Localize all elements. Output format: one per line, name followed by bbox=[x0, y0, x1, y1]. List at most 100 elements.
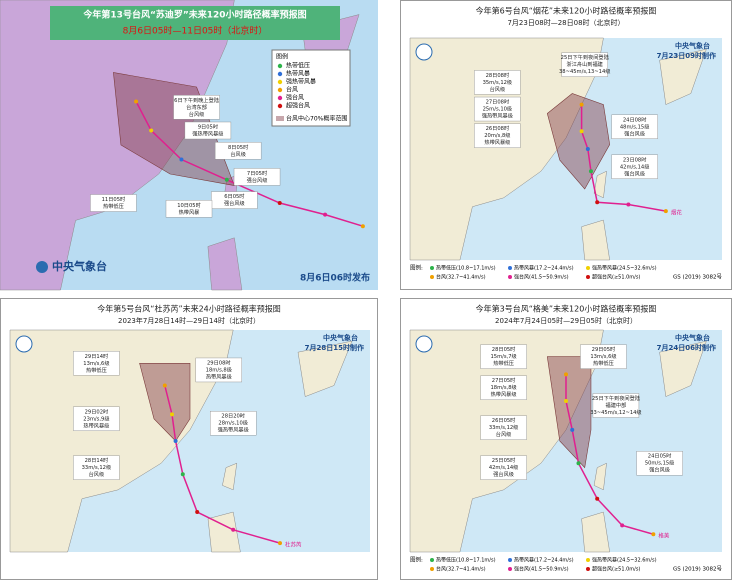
annotation-text: 浙江舟山到福建 bbox=[567, 60, 603, 68]
track-point bbox=[180, 472, 185, 477]
footer-dot bbox=[508, 567, 512, 571]
annotation-text: 28日08时 bbox=[486, 71, 510, 79]
annotation-text: 强热带风暴级 bbox=[482, 112, 513, 120]
annotation-text: 7日05时 bbox=[247, 169, 267, 177]
island bbox=[222, 462, 238, 491]
annotation-text: 热带低压 bbox=[86, 366, 107, 374]
footer-code: GS (2019) 3082号 bbox=[673, 274, 723, 281]
track-point bbox=[162, 383, 167, 388]
annotation-text: 11日05时 bbox=[102, 195, 126, 203]
annotation-text: 24日05时 bbox=[648, 452, 672, 460]
annotation-text: 热带风暴 bbox=[179, 208, 200, 216]
track-point bbox=[588, 169, 593, 174]
land bbox=[9, 329, 234, 553]
annotation-text: 强台风级 bbox=[624, 169, 645, 177]
footer-item: 超强台风(≥51.0m/s) bbox=[592, 274, 640, 281]
annotation-text: 28m/s,10级 bbox=[218, 419, 248, 427]
annotation-text: 24日08时 bbox=[623, 115, 647, 123]
track-point bbox=[579, 129, 584, 134]
track-point bbox=[278, 541, 282, 546]
annotation-text: 热带风暴级 bbox=[206, 372, 232, 380]
legend-dot bbox=[277, 71, 283, 77]
annotation-text: 29日08时 bbox=[207, 358, 231, 366]
track-point bbox=[323, 212, 328, 217]
legend-item: 强台风 bbox=[286, 94, 304, 102]
annotation-box bbox=[214, 142, 262, 160]
annotation-box bbox=[73, 455, 120, 480]
annotation-box bbox=[580, 344, 627, 369]
annotation-text: 23m/s,9级 bbox=[83, 414, 109, 422]
annotation-box bbox=[233, 168, 281, 186]
annotation-box bbox=[592, 393, 640, 418]
agency-name: 中央气象台 bbox=[675, 41, 710, 50]
annotation-text: 26日05时 bbox=[492, 416, 516, 424]
annotation-text: 台风级 bbox=[89, 470, 105, 478]
annotation-box bbox=[636, 451, 683, 476]
footer-item: 热带低压(10.8~17.1m/s) bbox=[436, 557, 496, 564]
annotation-box bbox=[173, 95, 220, 120]
legend-item: 热带风暴 bbox=[286, 70, 310, 78]
footer-item: 强热带风暴(24.5~32.6m/s) bbox=[592, 265, 657, 272]
annotation-box bbox=[90, 194, 137, 212]
annotation-text: 25日下午到夜间登陆 bbox=[561, 53, 609, 61]
annotation-text: 38~45m/s,13~14级 bbox=[559, 67, 610, 75]
footer-dot bbox=[586, 266, 590, 270]
annotation-text: 29日05时 bbox=[592, 345, 616, 353]
annotation-text: 20m/s,8级 bbox=[484, 131, 510, 139]
island bbox=[207, 237, 243, 291]
map-panel: 今年第3号台风“格美”未来120小时路径概率预报图 2024年7月24日05时—2… bbox=[400, 298, 732, 580]
legend-dot bbox=[277, 103, 283, 109]
track-point bbox=[663, 209, 668, 214]
annotation-box bbox=[561, 52, 608, 77]
track-point bbox=[595, 200, 600, 205]
annotation-box bbox=[73, 406, 120, 431]
legend-item: 热带低压 bbox=[286, 62, 310, 70]
annotation-text: 8日05时 bbox=[228, 143, 248, 151]
panel-title: 今年第6号台风“烟花”未来120小时路径概率预报图 bbox=[476, 6, 657, 16]
track-point bbox=[360, 224, 365, 229]
legend-item: 超强台风 bbox=[286, 102, 310, 110]
footer-item: 热带风暴(17.2~24.4m/s) bbox=[514, 557, 574, 564]
footer-dot bbox=[586, 275, 590, 279]
island bbox=[659, 340, 707, 397]
annotation-text: 28日20时 bbox=[221, 412, 245, 420]
annotation-text: 33m/s,12级 bbox=[82, 463, 112, 471]
footer-item: 热带风暴(17.2~24.4m/s) bbox=[514, 265, 574, 272]
annotation-text: 18m/s,8级 bbox=[206, 365, 232, 373]
agency-logo bbox=[415, 335, 433, 353]
legend-box bbox=[271, 49, 351, 127]
annotation-text: 29日02时 bbox=[85, 407, 109, 415]
annotation-text: 强台风级 bbox=[624, 129, 645, 137]
title-band bbox=[50, 6, 340, 40]
map-panel: 今年第6号台风“烟花”未来120小时路径概率预报图 7月23日08时—28日08时… bbox=[400, 0, 732, 290]
annotation-text: 28日05时 bbox=[492, 345, 516, 353]
footer-dot bbox=[430, 567, 434, 571]
track-point bbox=[564, 399, 568, 404]
annotation-text: 25m/s,10级 bbox=[483, 105, 513, 113]
annotation-text: 25日下午到夜间登陆 bbox=[592, 394, 640, 402]
issue-stamp: 7月24日06时制作 bbox=[657, 343, 716, 352]
track-point bbox=[620, 523, 625, 528]
panel-subtitle: 2024年7月24日05时—29日05时（北京时） bbox=[495, 316, 637, 325]
annotation-text: 热带风暴级 bbox=[484, 138, 510, 146]
footer-item: 热带低压(10.8~17.1m/s) bbox=[436, 265, 496, 272]
track-point bbox=[224, 177, 229, 182]
annotation-text: 42m/s,14级 bbox=[489, 463, 519, 471]
annotation-text: 23日08时 bbox=[623, 155, 647, 163]
annotation-text: 强热带风暴级 bbox=[218, 426, 249, 434]
panel-title: 今年第13号台风“苏迪罗”未来120小时路径概率预报图 bbox=[82, 9, 306, 21]
annotation-box bbox=[474, 96, 521, 122]
annotation-text: 强台风级 bbox=[247, 176, 268, 184]
island bbox=[581, 511, 610, 553]
annotation-text: 48m/s,15级 bbox=[620, 122, 650, 130]
legend-swatch bbox=[276, 116, 284, 121]
annotation-box bbox=[73, 351, 120, 376]
footer-dot bbox=[586, 567, 590, 571]
legend-note: 台风中心70%概率范围 bbox=[286, 115, 347, 123]
island bbox=[297, 340, 353, 397]
annotation-text: 15m/s,7级 bbox=[490, 352, 516, 360]
footer-dot bbox=[508, 558, 512, 562]
agency-name: 中央气象台 bbox=[675, 333, 710, 342]
annotation-box bbox=[209, 411, 257, 436]
